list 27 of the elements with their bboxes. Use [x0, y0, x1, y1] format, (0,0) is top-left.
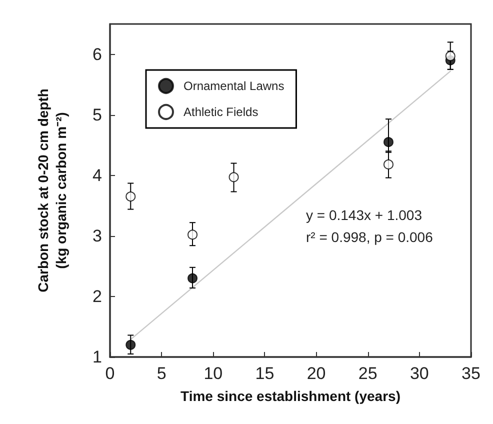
- point: [126, 340, 136, 350]
- x-tick-label: 35: [462, 364, 480, 383]
- legend-label: Ornamental Lawns: [184, 79, 284, 93]
- y-tick-label: 3: [92, 226, 102, 246]
- point: [188, 273, 198, 284]
- x-tick-label: 30: [410, 364, 429, 383]
- x-tick-label: 25: [358, 364, 378, 383]
- y-tick-label: 5: [92, 105, 102, 124]
- annotation: y = 0.143x + 1.003: [306, 207, 422, 223]
- point: [383, 137, 394, 148]
- point: [188, 230, 198, 240]
- x-tick-label: 10: [204, 364, 223, 383]
- x-axis-title: Time since establishment (years): [180, 388, 400, 404]
- x-tick-label: 15: [255, 364, 274, 383]
- y-tick-label: 6: [92, 44, 102, 64]
- legend-label: Athletic Fields: [184, 105, 258, 119]
- x-tick-label: 20: [306, 364, 326, 383]
- point: [228, 172, 239, 182]
- point: [126, 192, 136, 202]
- point: [383, 159, 394, 170]
- x-tick-label: 0: [105, 364, 115, 383]
- y-tick-label: 4: [92, 166, 102, 185]
- y-axis-title: Carbon stock at 0-20 cm depth (kg organic carbon m⁻²): [35, 88, 69, 292]
- y-tick-label: 2: [92, 286, 102, 306]
- y-tick-label: 1: [92, 348, 102, 366]
- annotation: r² = 0.998, p = 0.006: [306, 229, 434, 245]
- x-tick-label: 5: [156, 364, 166, 383]
